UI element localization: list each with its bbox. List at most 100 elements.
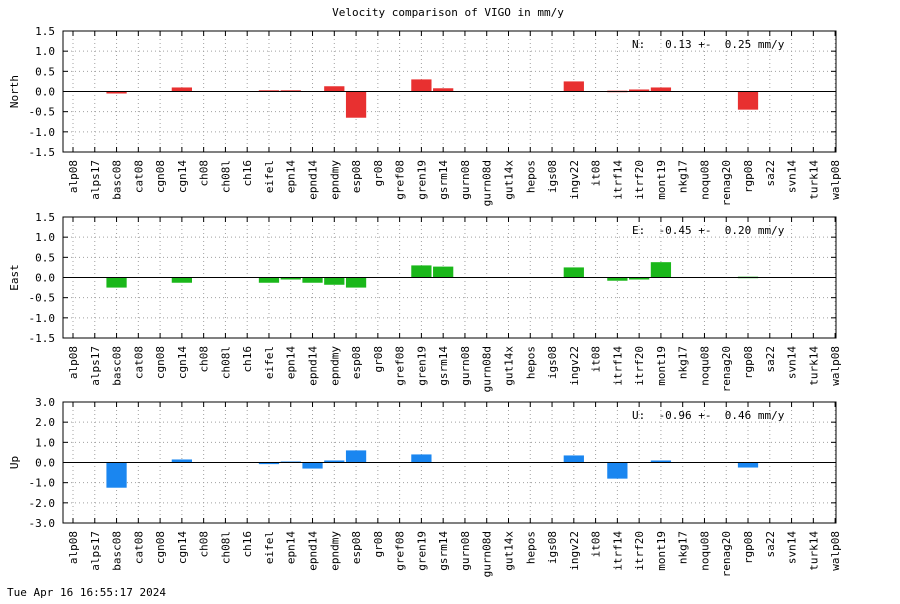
north-plot-frame — [62, 30, 837, 153]
up-xtick-label-itrf14: itrf14 — [611, 531, 624, 571]
up-plot-frame — [62, 401, 837, 524]
north-xtick-label-basc08: basc08 — [111, 160, 124, 200]
east-xtick-label-it08: it08 — [590, 346, 603, 373]
east-bar-itrf20 — [629, 277, 650, 280]
north-ytick-label: 1.0 — [35, 45, 55, 58]
east-ytick-label: 0.0 — [35, 272, 55, 285]
up-bar-cgn14 — [171, 459, 192, 463]
east-xtick-label-ch16: ch16 — [241, 346, 254, 373]
north-xtick-label-ingv22: ingv22 — [568, 160, 581, 200]
north-xtick-label-walp08: walp08 — [829, 160, 842, 200]
east-xtick-label-gut14x: gut14x — [502, 346, 515, 386]
east-xtick-label-gurn08: gurn08 — [459, 346, 472, 386]
up-xtick-label-ch08l: ch08l — [219, 531, 232, 564]
up-xtick-label-turk14: turk14 — [807, 531, 820, 571]
north-xtick-label-gut14x: gut14x — [502, 160, 515, 200]
east-bar-esp08 — [345, 277, 367, 288]
north-xtick-label-esp08: esp08 — [350, 160, 363, 193]
up-xtick-label-hepos: hepos — [524, 531, 537, 564]
east-xtick-label-alps17: alps17 — [89, 346, 102, 386]
up-xtick-label-sa22: sa22 — [764, 531, 777, 558]
east-xtick-label-esp08: esp08 — [350, 346, 363, 379]
north-xtick-label-itrf14: itrf14 — [611, 160, 624, 200]
up-ytick-label: 2.0 — [35, 416, 55, 429]
up-bar-rgp08 — [737, 462, 759, 468]
up-bar-esp08 — [345, 450, 367, 463]
east-xtick-label-ch08: ch08 — [198, 346, 211, 373]
up-xtick-label-ch08: ch08 — [198, 531, 211, 558]
up-xtick-label-epnd14: epnd14 — [307, 531, 320, 571]
up-xtick-label-ch16: ch16 — [241, 531, 254, 558]
east-xtick-label-svn14: svn14 — [786, 346, 799, 379]
east-xtick-label-ingv22: ingv22 — [568, 346, 581, 386]
up-bar-basc08 — [106, 462, 127, 488]
east-axis-label: East — [8, 264, 21, 291]
east-xtick-label-noqu08: noqu08 — [698, 346, 711, 386]
north-xtick-label-itrf20: itrf20 — [633, 160, 646, 200]
east-xtick-label-gren19: gren19 — [415, 346, 428, 386]
up-xtick-label-gurn08d: gurn08d — [481, 531, 494, 577]
up-xtick-label-ingv22: ingv22 — [568, 531, 581, 571]
north-xtick-label-noqu08: noqu08 — [698, 160, 711, 200]
east-xtick-label-nkg17: nkg17 — [677, 346, 690, 379]
up-xtick-label-gsrm14: gsrm14 — [437, 531, 450, 571]
north-ytick-label: 0.5 — [35, 65, 55, 78]
east-xtick-label-alp08: alp08 — [67, 346, 80, 379]
east-xtick-label-renag20: renag20 — [720, 346, 733, 392]
up-xtick-label-it08: it08 — [590, 531, 603, 558]
east-bar-cgn14 — [171, 277, 192, 283]
north-xtick-label-gref08: gref08 — [394, 160, 407, 200]
north-bar-rgp08 — [737, 91, 759, 110]
up-bar-ingv22 — [563, 455, 584, 463]
north-bar-mont19 — [650, 87, 672, 92]
east-bar-ingv22 — [563, 267, 584, 278]
north-xtick-label-ch08l: ch08l — [219, 160, 232, 193]
north-xtick-label-it08: it08 — [590, 160, 603, 187]
up-xtick-label-gr08: gr08 — [372, 531, 385, 558]
up-xtick-label-nkg17: nkg17 — [677, 531, 690, 564]
chart-title: Velocity comparison of VIGO in mm/y — [332, 6, 564, 19]
up-bar-gren19 — [411, 454, 432, 463]
east-xtick-label-gref08: gref08 — [394, 346, 407, 386]
north-xtick-label-epndmy: epndmy — [328, 160, 341, 200]
up-xtick-label-cgn14: cgn14 — [176, 531, 189, 564]
north-bar-gren19 — [411, 79, 432, 92]
up-bar-itrf14 — [607, 462, 628, 479]
up-bar-eifel — [258, 462, 280, 465]
up-bar-mont19 — [650, 460, 672, 463]
up-xtick-label-gren19: gren19 — [415, 531, 428, 571]
east-xtick-label-gsrm14: gsrm14 — [437, 346, 450, 386]
north-xtick-label-epn14: epn14 — [285, 160, 298, 193]
north-xtick-label-alps17: alps17 — [89, 160, 102, 200]
north-xtick-label-mont19: mont19 — [655, 160, 668, 200]
east-bar-itrf14 — [607, 277, 628, 281]
north-bar-epndmy — [324, 86, 345, 92]
up-xtick-label-gut14x: gut14x — [502, 531, 515, 571]
up-xtick-label-walp08: walp08 — [829, 531, 842, 571]
east-ytick-label: 0.5 — [35, 251, 55, 264]
up-xtick-label-epn14: epn14 — [285, 531, 298, 564]
east-xtick-label-epndmy: epndmy — [328, 346, 341, 386]
up-xtick-label-epndmy: epndmy — [328, 531, 341, 571]
north-xtick-label-gurn08d: gurn08d — [481, 160, 494, 206]
east-xtick-label-igs08: igs08 — [546, 346, 559, 379]
east-xtick-label-mont19: mont19 — [655, 346, 668, 386]
east-xtick-label-rgp08: rgp08 — [742, 346, 755, 379]
east-xtick-label-walp08: walp08 — [829, 346, 842, 386]
up-ytick-label: -3.0 — [29, 517, 56, 530]
north-xtick-label-gsrm14: gsrm14 — [437, 160, 450, 200]
east-xtick-label-cgn14: cgn14 — [176, 346, 189, 379]
north-ytick-label: 1.5 — [35, 25, 55, 38]
up-xtick-label-gurn08: gurn08 — [459, 531, 472, 571]
up-ytick-label: 0.0 — [35, 457, 55, 470]
up-xtick-label-svn14: svn14 — [786, 531, 799, 564]
north-bar-itrf20 — [629, 89, 650, 92]
east-xtick-label-turk14: turk14 — [807, 346, 820, 386]
east-xtick-label-sa22: sa22 — [764, 346, 777, 373]
up-axis-label: Up — [8, 456, 21, 469]
east-annotation: E: -0.45 +- 0.20 mm/y — [632, 224, 785, 237]
north-xtick-label-alp08: alp08 — [67, 160, 80, 193]
east-xtick-label-gurn08d: gurn08d — [481, 346, 494, 392]
